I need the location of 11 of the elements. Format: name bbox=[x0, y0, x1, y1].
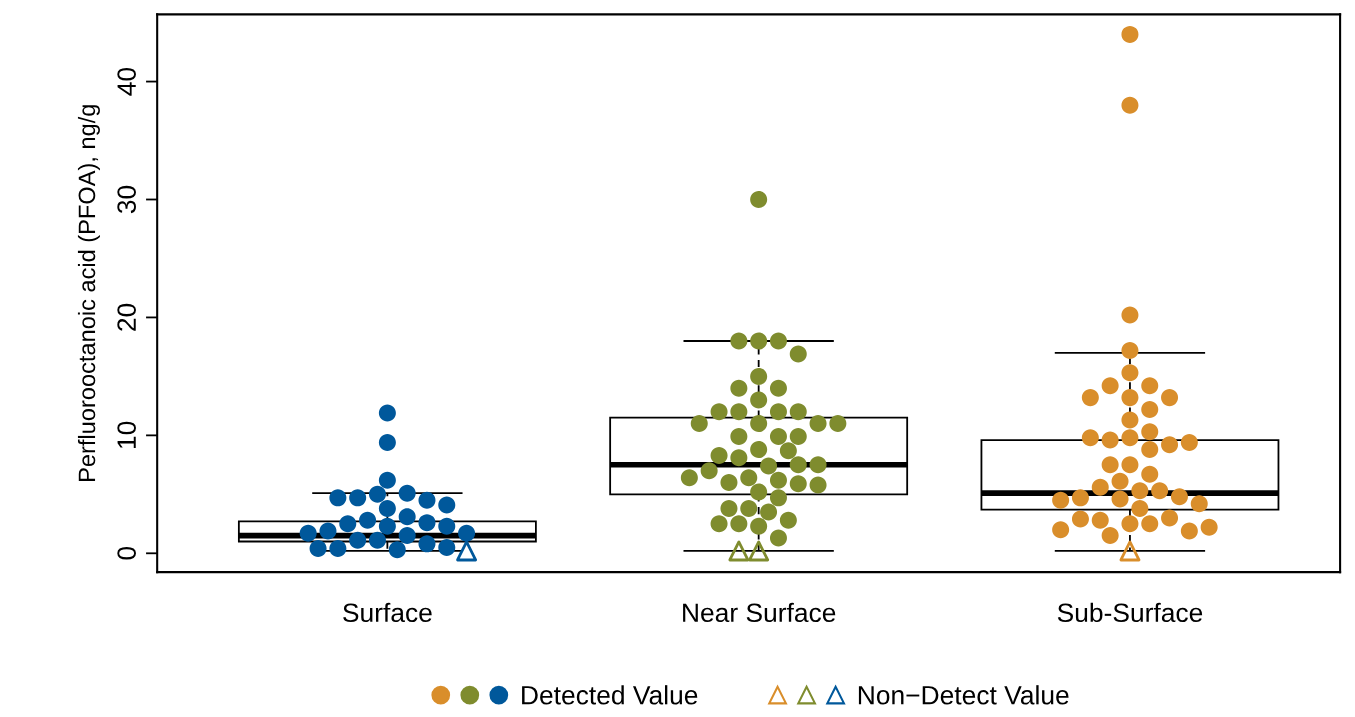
y-axis-title: Perfluorooctanoic acid (PFOA), ng/g bbox=[77, 105, 100, 481]
y-tick-label: 30 bbox=[117, 185, 136, 214]
x-tick-label: Surface bbox=[343, 602, 432, 623]
y-tick-label: 0 bbox=[117, 546, 136, 560]
y-tick-label: 10 bbox=[117, 421, 136, 449]
legend-label: Non−Detect Value bbox=[858, 685, 1069, 705]
x-tick-label: Near Surface bbox=[683, 602, 836, 623]
legend-label: Detected Value bbox=[522, 685, 698, 705]
y-tick-label: 40 bbox=[117, 67, 136, 96]
x-tick-label: Sub-Surface bbox=[1057, 602, 1203, 623]
y-tick-label: 20 bbox=[117, 303, 136, 331]
